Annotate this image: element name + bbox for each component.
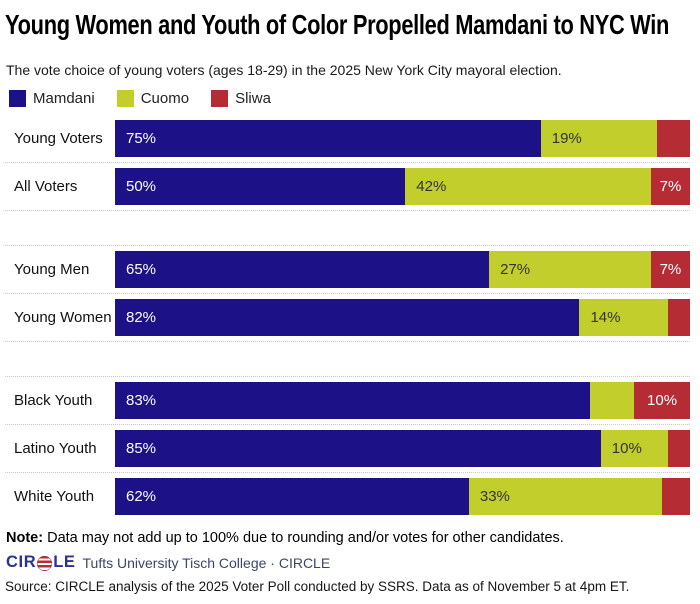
bar-segment-mamdani: 83% (115, 382, 590, 420)
bar-group: Black Youth 83% 10% Latino Youth 85% 10% White… (5, 376, 690, 520)
row-label: All Voters (14, 177, 78, 195)
bar-segment-cuomo: 42% (405, 168, 651, 206)
bar-row: White Youth 62% 33% (5, 473, 690, 520)
stacked-bar: 62% 33% (115, 478, 690, 516)
bar-segment-mamdani: 65% (115, 251, 490, 289)
value-label: 19% (551, 130, 582, 148)
legend-swatch-icon (116, 90, 134, 108)
source-text: Source: CIRCLE analysis of the 2025 Vote… (5, 579, 630, 595)
chart-title: Young Women and Youth of Color Propelled… (5, 9, 670, 40)
bar-row: All Voters 50% 42% 7% (5, 163, 690, 212)
value-label: 33% (479, 488, 510, 506)
circle-logo-text-right: LE (53, 553, 76, 572)
bar-segment-sliwa (662, 478, 690, 516)
legend-swatch-icon (211, 90, 229, 108)
value-label: 83% (126, 392, 157, 410)
bar-row: Latino Youth 85% 10% (5, 425, 690, 474)
value-label: 85% (126, 440, 157, 458)
value-label: 65% (126, 261, 157, 279)
chart-subtitle: The vote choice of young voters (ages 18… (6, 61, 562, 78)
row-label: Latino Youth (14, 439, 97, 457)
bar-segment-sliwa: 7% (650, 168, 690, 206)
legend-swatch-icon (9, 90, 26, 108)
bar-segment-cuomo: 27% (489, 251, 651, 289)
bar-segment-mamdani: 50% (115, 168, 406, 206)
bar-segment-mamdani: 82% (115, 299, 580, 337)
row-label: Black Youth (14, 391, 93, 409)
legend-item-mamdani: Mamdani (9, 90, 95, 108)
legend-label: Sliwa (235, 90, 271, 108)
stacked-bar: 75% 19% (115, 120, 690, 158)
value-label: 10% (611, 440, 642, 458)
logo-line: CIR LE Tufts University Tisch College · C… (6, 553, 690, 572)
value-label: 50% (126, 178, 157, 196)
bar-segment-mamdani: 85% (115, 430, 601, 468)
bar-segment-sliwa (667, 430, 690, 468)
bar-segment-cuomo: 10% (600, 430, 668, 468)
stacked-bar: 85% 10% (115, 430, 690, 468)
note-body: Data may not add up to 100% due to round… (47, 530, 564, 547)
value-label: 27% (500, 261, 531, 279)
circle-logo: CIR LE (6, 553, 76, 572)
legend: Mamdani Cuomo Sliwa (9, 90, 690, 108)
value-label: 75% (126, 130, 157, 148)
bar-segment-sliwa (667, 299, 690, 337)
legend-item-sliwa: Sliwa (211, 90, 271, 108)
bar-segment-mamdani: 62% (115, 478, 469, 516)
bar-row: Black Youth 83% 10% (5, 377, 690, 426)
value-label: 7% (659, 261, 682, 279)
row-label: Young Men (14, 260, 90, 278)
bar-row: Young Voters 75% 19% (5, 115, 690, 164)
bar-segment-sliwa: 7% (650, 251, 690, 289)
bar-group: Young Voters 75% 19% All Voters 50% 42% 7% (5, 115, 690, 212)
stacked-bar: 65% 27% 7% (115, 251, 690, 289)
bar-group: Young Men 65% 27% 7% Young Women 82% 14% (5, 245, 690, 343)
circle-logo-text-left: CIR (6, 553, 37, 572)
legend-item-cuomo: Cuomo (116, 90, 190, 108)
bar-segment-cuomo: 33% (468, 478, 663, 516)
row-label: White Youth (14, 487, 95, 505)
row-label: Young Voters (14, 129, 103, 147)
bar-segment-cuomo: 19% (540, 120, 657, 158)
bar-row: Young Women 82% 14% (5, 294, 690, 343)
bar-segment-cuomo (589, 382, 635, 420)
bar-segment-mamdani: 75% (115, 120, 541, 158)
stacked-bar: 83% 10% (115, 382, 690, 420)
legend-label: Mamdani (33, 90, 95, 108)
value-label: 10% (647, 392, 678, 410)
legend-label: Cuomo (140, 90, 190, 108)
note-prefix: Note: (6, 530, 44, 547)
bar-segment-cuomo: 14% (579, 299, 668, 337)
stacked-bar: 50% 42% 7% (115, 168, 690, 206)
value-label: 82% (126, 309, 157, 327)
value-label: 42% (416, 178, 447, 196)
row-label: Young Women (14, 308, 112, 326)
value-label: 14% (590, 309, 621, 327)
logo-org-text: Tufts University Tisch College · CIRCLE (82, 554, 331, 571)
value-label: 7% (659, 178, 682, 196)
note-text: Note: Data may not add up to 100% due to… (6, 530, 690, 546)
bar-row: Young Men 65% 27% 7% (5, 246, 690, 295)
bar-segment-sliwa: 10% (634, 382, 690, 420)
circle-logo-striped-c-icon (37, 555, 53, 571)
value-label: 62% (126, 488, 157, 506)
bar-segment-sliwa (656, 120, 690, 158)
stacked-bar: 82% 14% (115, 299, 690, 337)
stacked-bar-chart: Young Voters 75% 19% All Voters 50% 42% 7% Youn… (5, 115, 690, 520)
